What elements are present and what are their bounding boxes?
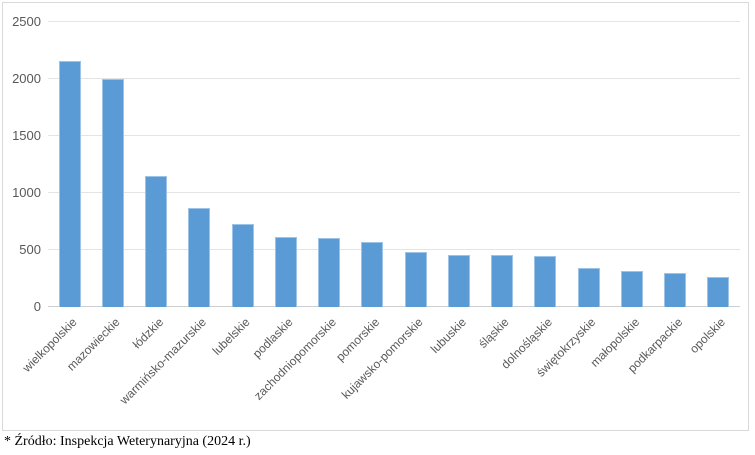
bar-slot bbox=[135, 22, 178, 307]
bar-lubuskie bbox=[447, 255, 470, 307]
chart-frame: 0 500 1000 1500 2000 2500 wielkopolskie mazowi… bbox=[2, 2, 749, 431]
bar-slot bbox=[48, 22, 91, 307]
bar-małopolskie bbox=[620, 271, 643, 307]
bar-opolskie bbox=[707, 277, 730, 307]
y-tick-label: 2500 bbox=[12, 14, 41, 29]
plot-area bbox=[48, 21, 740, 307]
bar-slot bbox=[697, 22, 740, 307]
bar-podkarpackie bbox=[664, 273, 687, 307]
bar-slot bbox=[481, 22, 524, 307]
x-label-slot: warmińsko-mazurskie bbox=[117, 308, 221, 428]
x-label-slot: opolskie bbox=[687, 308, 740, 428]
bars-row bbox=[48, 22, 740, 307]
bar-lubelskie bbox=[231, 224, 254, 307]
category-label: łódzkie bbox=[129, 315, 167, 352]
bar-kujawsko-pomorskie bbox=[404, 252, 427, 307]
x-label-slot: śląskie bbox=[476, 308, 524, 428]
gridline bbox=[48, 78, 740, 79]
bar-łódzkie bbox=[145, 176, 168, 307]
gridline bbox=[48, 249, 740, 250]
x-axis-labels: wielkopolskie mazowieckie łódzkie warmińsko… bbox=[20, 308, 740, 428]
bar-świętokrzyskie bbox=[577, 268, 600, 307]
x-label-slot: świętokrzyskie bbox=[534, 308, 610, 428]
bar-slot bbox=[524, 22, 567, 307]
bar-mazowieckie bbox=[101, 79, 124, 307]
bar-slot bbox=[394, 22, 437, 307]
chart-source-footnote: * Źródło: Inspekcja Weterynaryjna (2024 … bbox=[4, 434, 251, 449]
bar-slot bbox=[91, 22, 134, 307]
bar-dolnośląskie bbox=[534, 256, 557, 307]
bar-warmińsko-mazurskie bbox=[188, 208, 211, 307]
category-label: śląskie bbox=[476, 315, 513, 351]
y-axis-labels: 0 500 1000 1500 2000 2500 bbox=[9, 14, 41, 314]
bar-śląskie bbox=[491, 255, 514, 307]
bar-slot bbox=[437, 22, 480, 307]
bar-wielkopolskie bbox=[58, 61, 81, 307]
x-label-slot: kujawsko-pomorskie bbox=[339, 308, 437, 428]
bar-pomorskie bbox=[361, 242, 384, 307]
x-label-slot: podkarpackie bbox=[625, 308, 697, 428]
y-tick-label: 2000 bbox=[12, 71, 41, 86]
x-label-slot: lubelskie bbox=[210, 308, 264, 428]
bar-slot bbox=[178, 22, 221, 307]
bar-slot bbox=[567, 22, 610, 307]
bar-slot bbox=[351, 22, 394, 307]
x-axis-line bbox=[48, 306, 740, 307]
y-tick-label: 500 bbox=[19, 242, 41, 257]
bar-podlaskie bbox=[274, 237, 297, 307]
x-label-slot: lubuskie bbox=[428, 308, 480, 428]
gridline bbox=[48, 192, 740, 193]
x-label-slot: zachodniopomorskie bbox=[251, 308, 351, 428]
bar-slot bbox=[308, 22, 351, 307]
bar-slot bbox=[610, 22, 653, 307]
bar-slot bbox=[654, 22, 697, 307]
bar-slot bbox=[221, 22, 264, 307]
bar-zachodniopomorskie bbox=[318, 238, 341, 307]
x-label-slot: mazowieckie bbox=[64, 308, 134, 428]
y-tick-label: 1000 bbox=[12, 185, 41, 200]
bar-slot bbox=[264, 22, 307, 307]
y-tick-label: 0 bbox=[33, 299, 41, 314]
y-tick-label: 1500 bbox=[12, 128, 41, 143]
gridline bbox=[48, 135, 740, 136]
gridline bbox=[48, 21, 740, 22]
